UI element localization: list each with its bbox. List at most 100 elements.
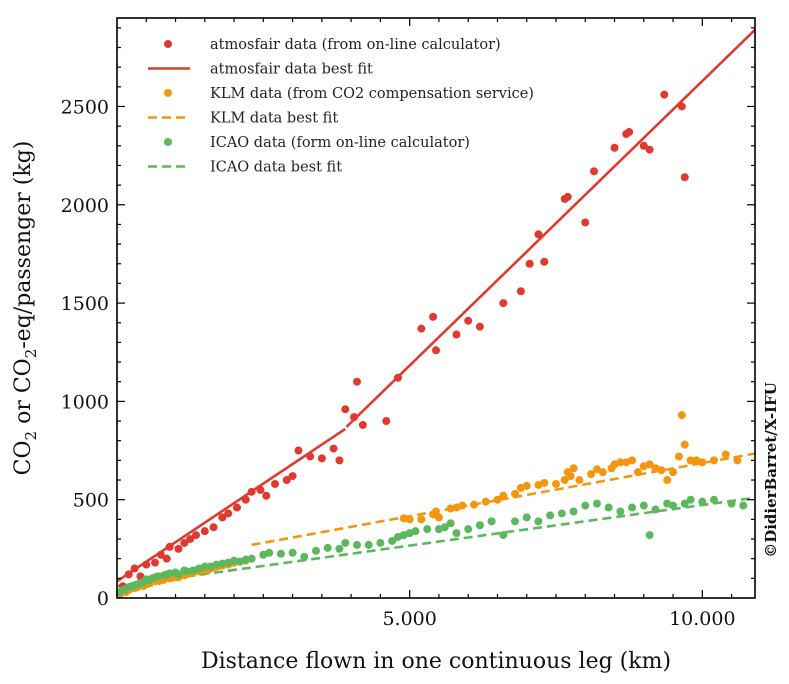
data-point-series-1-50 bbox=[566, 472, 575, 481]
y-tick-label: 1000 bbox=[61, 391, 109, 413]
data-point-series-1-46 bbox=[540, 478, 549, 487]
data-point-series-1-39 bbox=[481, 497, 490, 506]
data-point-series-0-30 bbox=[341, 405, 350, 414]
data-point-series-2-60 bbox=[534, 517, 543, 526]
data-point-series-0-27 bbox=[317, 454, 326, 463]
data-point-series-0-26 bbox=[306, 452, 315, 461]
data-point-series-0-18 bbox=[241, 495, 250, 504]
data-point-series-0-34 bbox=[382, 417, 391, 426]
data-point-series-1-38 bbox=[470, 500, 479, 509]
data-point-series-0-7 bbox=[162, 554, 171, 563]
data-point-series-2-36 bbox=[300, 552, 309, 561]
fit-line-2-segment-0 bbox=[116, 496, 756, 588]
data-point-series-1-37 bbox=[458, 501, 467, 510]
data-point-series-0-32 bbox=[352, 377, 361, 386]
data-point-series-0-2 bbox=[130, 564, 139, 573]
data-point-series-0-31 bbox=[350, 413, 359, 422]
data-point-series-2-56 bbox=[487, 517, 496, 526]
y-axis-label-part: 2 bbox=[22, 431, 40, 441]
legend-label-0: atmosfair data (from on-line calculator) bbox=[210, 37, 501, 53]
data-point-series-0-51 bbox=[610, 143, 619, 152]
data-point-series-2-37 bbox=[312, 546, 321, 555]
y-tick-label: 500 bbox=[73, 490, 109, 512]
data-point-series-0-35 bbox=[393, 373, 402, 382]
data-point-series-1-31 bbox=[417, 515, 426, 524]
data-point-series-0-39 bbox=[452, 330, 461, 339]
data-point-series-2-55 bbox=[475, 521, 484, 530]
data-point-series-0-42 bbox=[499, 299, 508, 308]
data-point-series-2-42 bbox=[364, 540, 373, 549]
data-point-series-1-63 bbox=[645, 460, 654, 469]
data-point-series-2-70 bbox=[645, 531, 654, 540]
data-point-series-2-68 bbox=[628, 503, 637, 512]
x-axis-label: Distance flown in one continuous leg (km… bbox=[201, 649, 671, 674]
x-tick-label: 5.000 bbox=[382, 608, 436, 630]
data-point-series-0-40 bbox=[464, 316, 473, 325]
data-point-series-0-33 bbox=[358, 420, 367, 429]
y-axis-label-part: 2 bbox=[22, 349, 40, 359]
data-point-series-0-57 bbox=[677, 102, 686, 111]
data-point-series-1-75 bbox=[721, 450, 730, 459]
data-point-series-2-74 bbox=[680, 499, 689, 508]
data-point-series-0-5 bbox=[151, 558, 160, 567]
legend-label-2: KLM data (from CO2 compensation service) bbox=[210, 86, 534, 102]
data-point-series-0-41 bbox=[475, 322, 484, 331]
data-point-series-2-77 bbox=[710, 495, 719, 504]
data-point-series-0-48 bbox=[563, 192, 572, 201]
data-point-series-2-76 bbox=[698, 497, 707, 506]
data-point-series-2-31 bbox=[247, 554, 256, 563]
data-point-series-0-28 bbox=[329, 444, 338, 453]
data-point-series-2-49 bbox=[423, 525, 432, 534]
data-point-series-2-53 bbox=[452, 529, 461, 538]
legend-marker-0 bbox=[164, 40, 172, 48]
data-point-series-1-69 bbox=[677, 411, 686, 420]
fit-line-0-segment-1 bbox=[345, 28, 756, 428]
data-point-series-0-45 bbox=[534, 230, 543, 239]
data-point-series-2-43 bbox=[376, 538, 385, 547]
data-point-series-0-36 bbox=[417, 324, 426, 333]
legend-label-3: KLM data best fit bbox=[210, 111, 338, 127]
data-point-series-1-73 bbox=[698, 458, 707, 467]
data-point-series-2-65 bbox=[592, 499, 601, 508]
data-point-series-0-17 bbox=[232, 503, 241, 512]
data-point-series-1-67 bbox=[669, 468, 678, 477]
data-point-series-1-42 bbox=[511, 489, 520, 498]
axis-ticks-group: 5.000 10.000 0 500 1000 1500 2000 2500 bbox=[61, 18, 755, 630]
y-tick-label: 2000 bbox=[61, 195, 109, 217]
data-point-series-0-20 bbox=[256, 485, 265, 494]
data-point-series-2-38 bbox=[323, 543, 332, 552]
data-point-series-0-15 bbox=[218, 513, 227, 522]
data-point-series-0-14 bbox=[209, 523, 218, 532]
data-point-series-2-57 bbox=[499, 531, 508, 540]
legend-label-5: ICAO data best fit bbox=[210, 160, 342, 176]
y-axis-label: CO2 or CO2-eq/passenger (kg) bbox=[11, 141, 40, 476]
data-point-series-1-76 bbox=[733, 456, 742, 465]
data-point-series-2-63 bbox=[569, 507, 578, 516]
data-point-series-0-24 bbox=[288, 472, 297, 481]
y-axis-label-part: or CO bbox=[11, 358, 36, 431]
data-point-series-0-44 bbox=[525, 259, 534, 268]
data-point-series-0-8 bbox=[165, 542, 174, 551]
data-point-series-2-62 bbox=[557, 509, 566, 518]
x-tick-label: 10.000 bbox=[669, 608, 735, 630]
data-point-series-2-67 bbox=[616, 507, 625, 516]
data-point-series-2-41 bbox=[352, 540, 361, 549]
data-point-series-2-48 bbox=[411, 527, 420, 536]
data-point-series-2-44 bbox=[388, 536, 397, 545]
data-point-series-1-66 bbox=[663, 476, 672, 485]
legend-marker-4 bbox=[164, 138, 172, 146]
data-point-series-0-11 bbox=[186, 535, 195, 544]
data-point-series-1-40 bbox=[493, 495, 502, 504]
y-tick-label: 0 bbox=[97, 588, 109, 610]
data-point-series-1-48 bbox=[560, 476, 569, 485]
data-point-series-2-18 bbox=[174, 570, 183, 579]
data-point-series-1-47 bbox=[551, 479, 560, 488]
data-point-series-1-71 bbox=[686, 456, 695, 465]
data-point-series-2-39 bbox=[335, 544, 344, 553]
data-point-series-0-55 bbox=[645, 145, 654, 154]
data-point-series-2-78 bbox=[727, 499, 736, 508]
data-point-series-0-12 bbox=[192, 531, 201, 540]
data-point-series-1-30 bbox=[405, 515, 414, 524]
data-point-series-2-40 bbox=[341, 538, 350, 547]
data-point-series-0-54 bbox=[639, 141, 648, 150]
